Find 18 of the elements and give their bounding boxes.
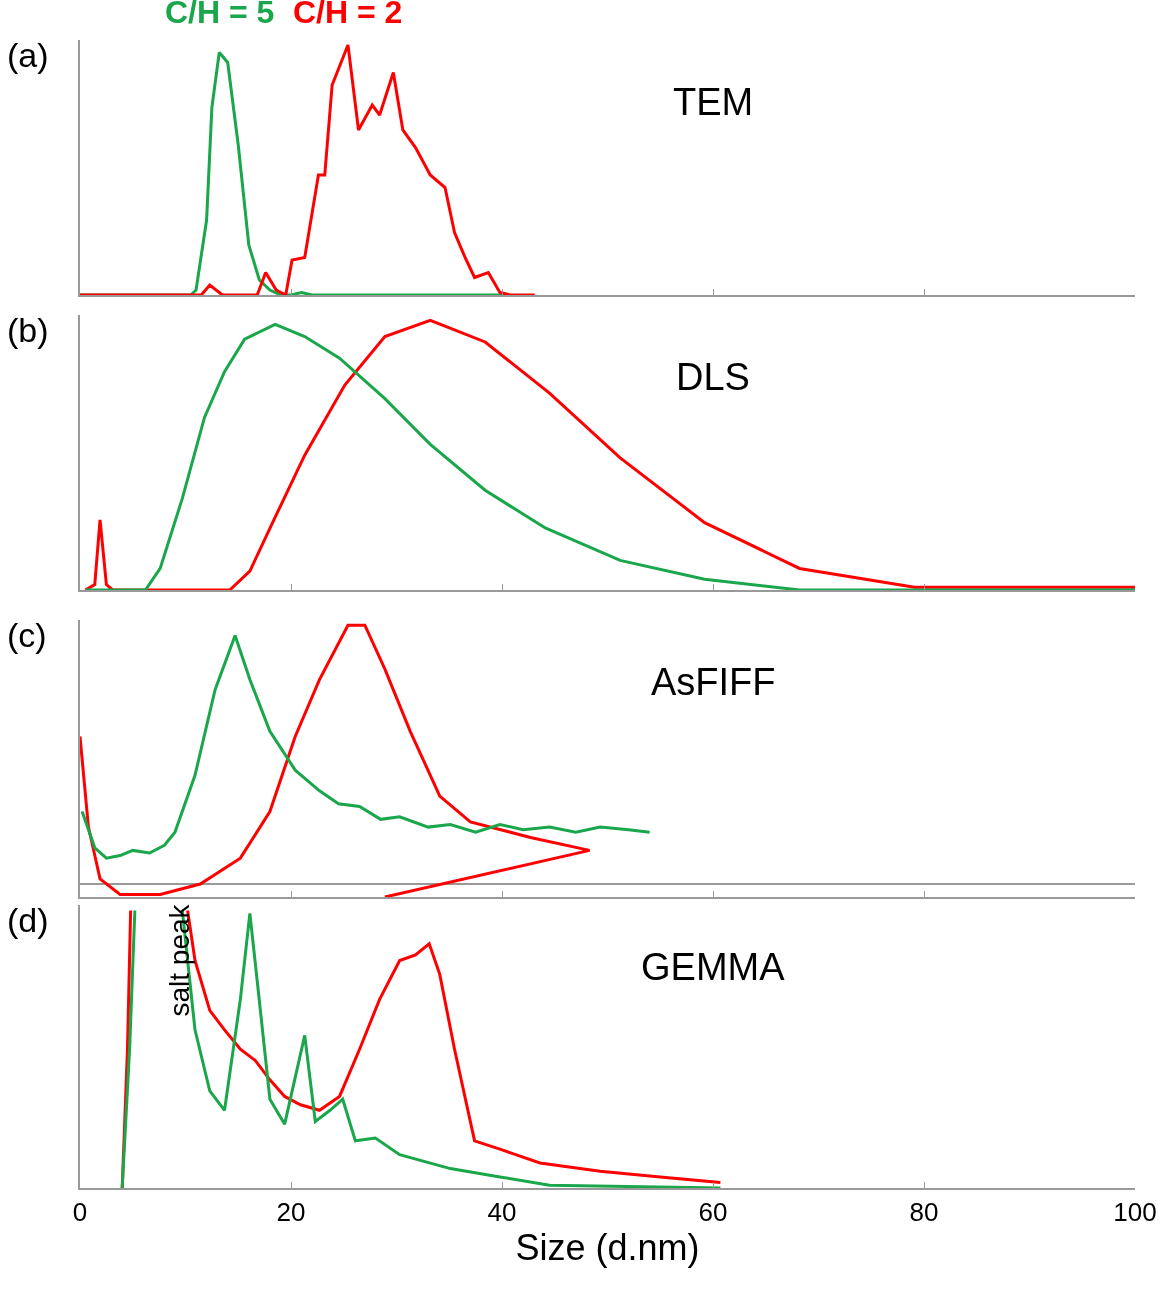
text: DLS bbox=[676, 356, 750, 398]
series-label: C/H = 5 bbox=[165, 0, 275, 30]
x-tick-label: 20 bbox=[276, 1197, 306, 1228]
x-tick-label: 100 bbox=[1113, 1197, 1157, 1228]
x-tick-label: 80 bbox=[909, 1197, 939, 1228]
text: (d) bbox=[7, 901, 49, 939]
x-axis-title: Size (d.nm) bbox=[515, 1227, 700, 1269]
text: (a) bbox=[7, 36, 49, 74]
text: (c) bbox=[7, 616, 47, 654]
text: GEMMA bbox=[641, 946, 786, 988]
annotation: salt peak bbox=[164, 903, 196, 1017]
x-tick-label: 0 bbox=[72, 1197, 88, 1228]
text: AsFIFF bbox=[651, 661, 776, 703]
series-label: C/H = 2 bbox=[293, 0, 403, 30]
text: TEM bbox=[673, 81, 754, 123]
text: (b) bbox=[7, 311, 49, 349]
x-tick-label: 60 bbox=[698, 1197, 728, 1228]
x-tick-label: 40 bbox=[487, 1197, 517, 1228]
